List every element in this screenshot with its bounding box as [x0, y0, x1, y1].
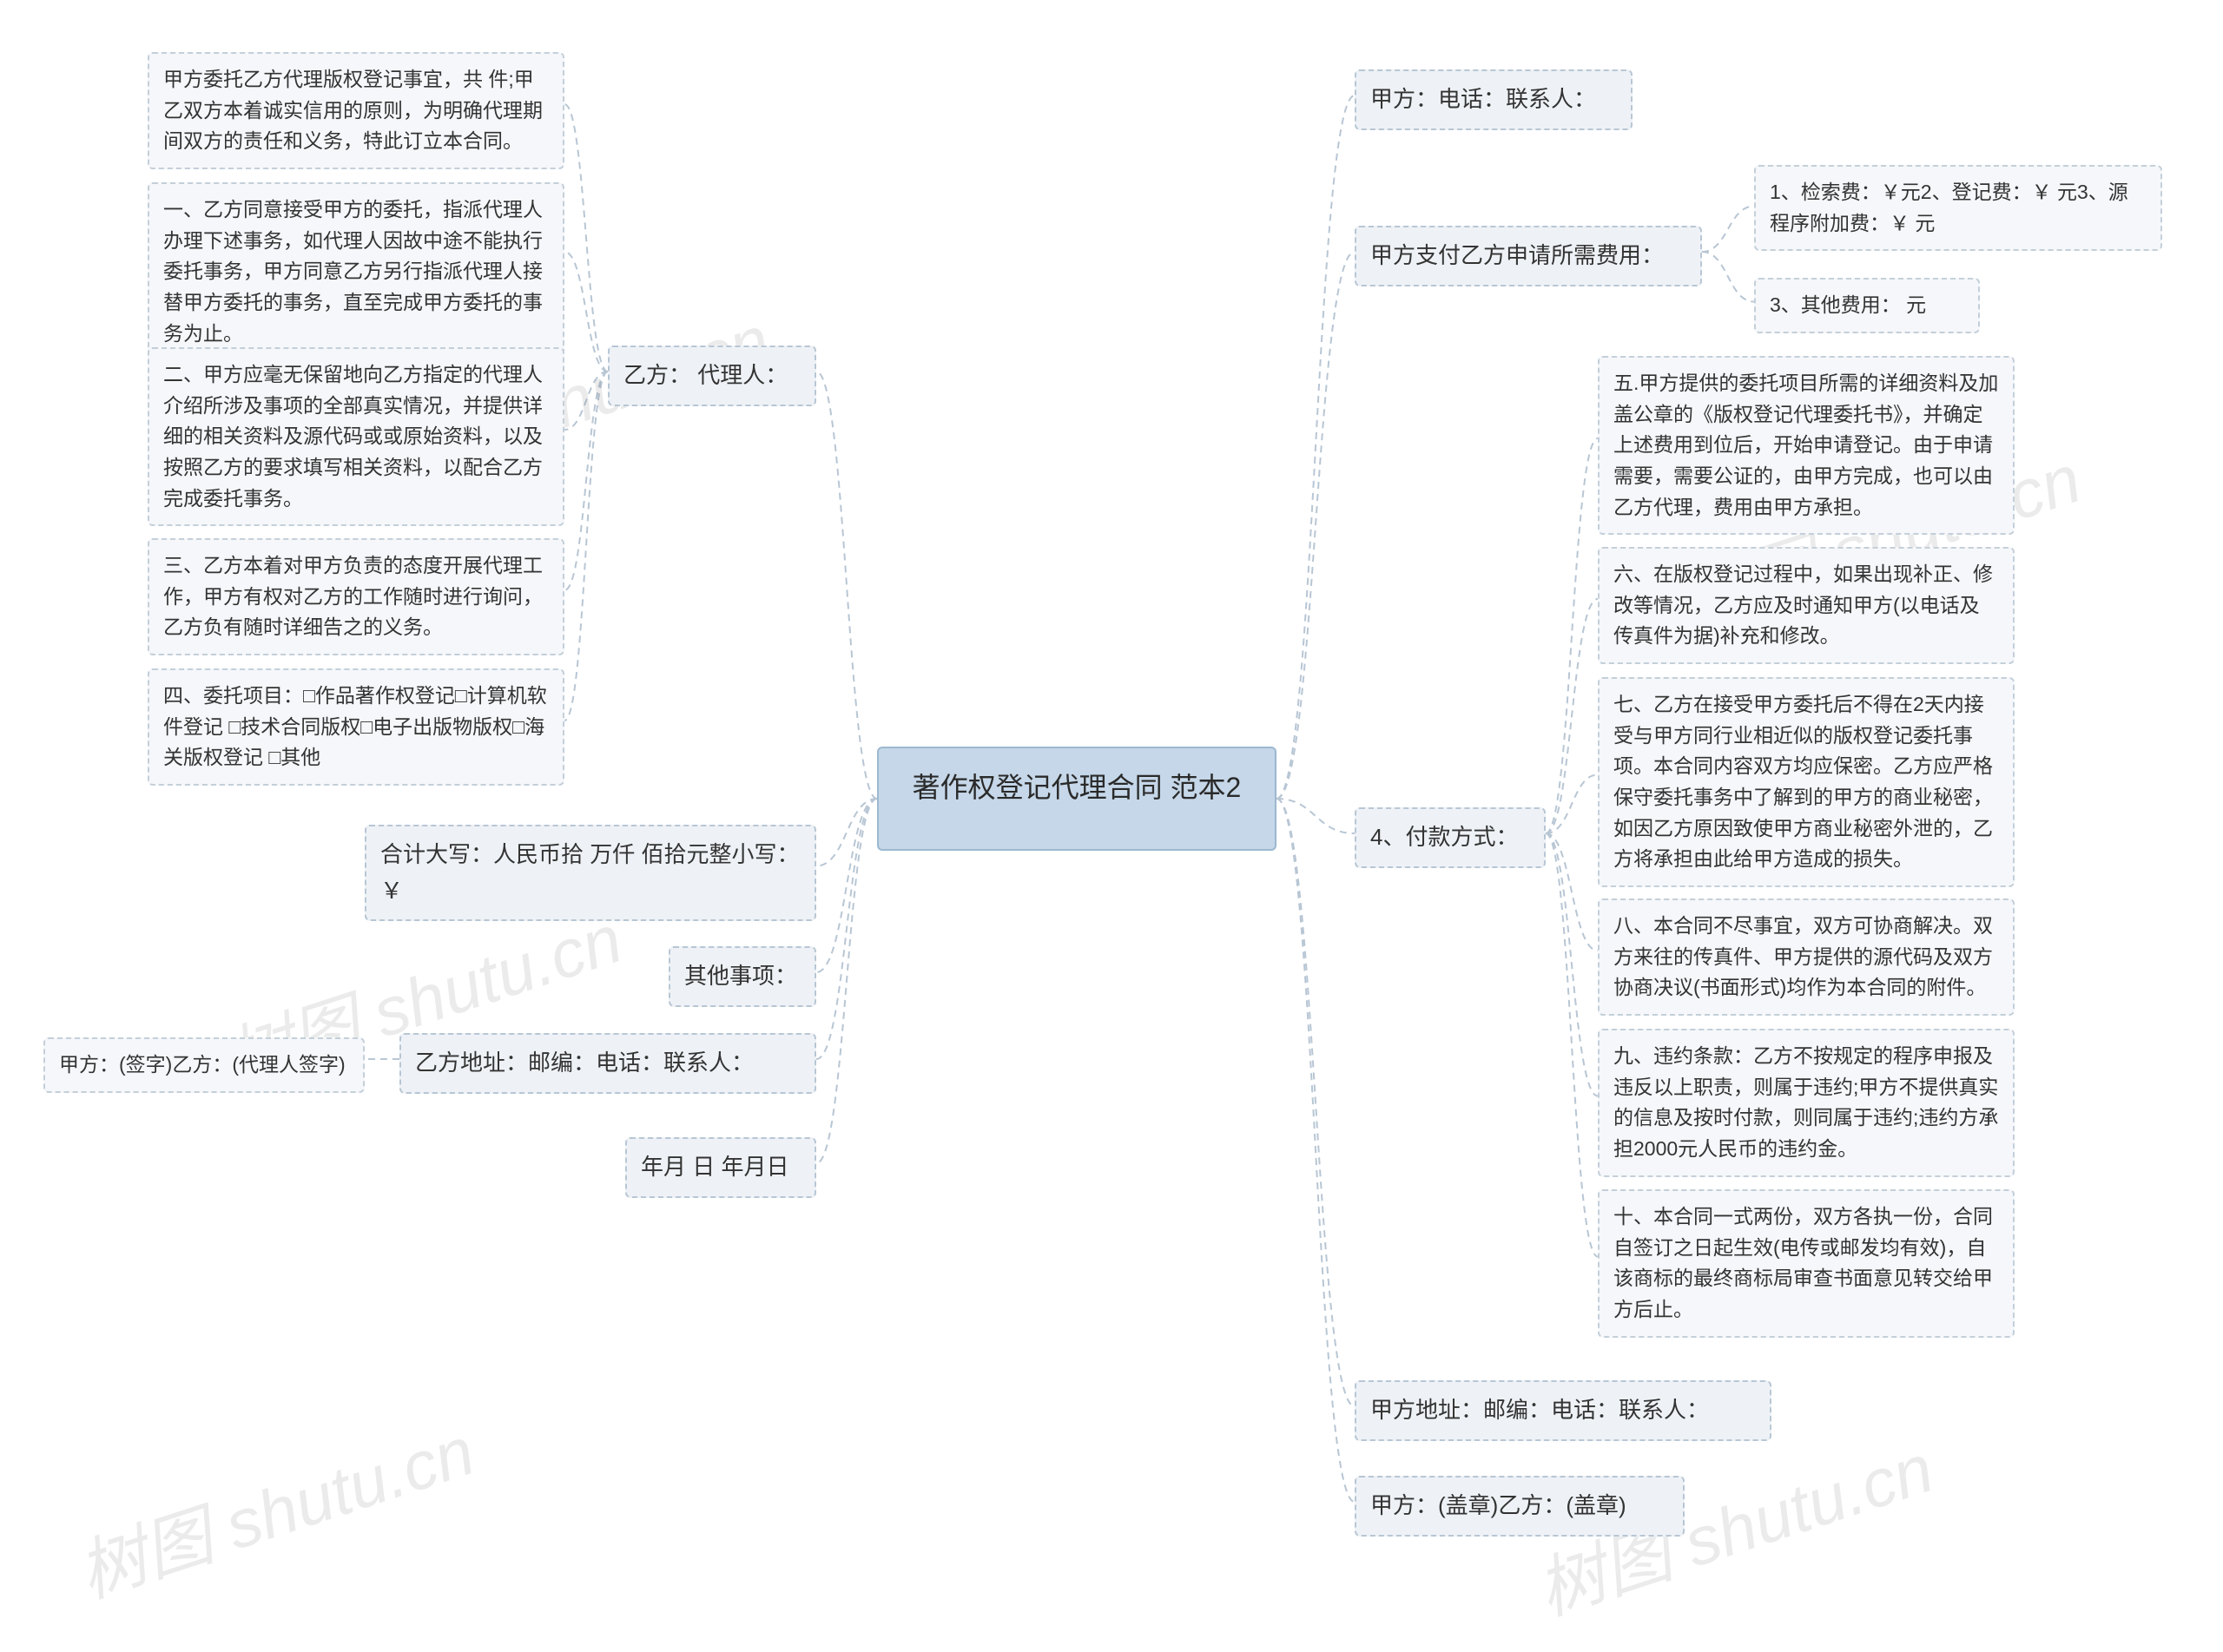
leaf-clause-10: 十、本合同一式两份，双方各执一份，合同自签订之日起生效(电传或邮发均有效)，自该…	[1598, 1189, 2015, 1338]
branch-fees[interactable]: 甲方支付乙方申请所需费用：	[1355, 226, 1702, 286]
leaf-clause-5: 五.甲方提供的委托项目所需的详细资料及加盖公章的《版权登记代理委托书》，并确定上…	[1598, 356, 2015, 535]
branch-party-b[interactable]: 乙方： 代理人：	[608, 346, 816, 406]
leaf-intro: 甲方委托乙方代理版权登记事宜，共 件;甲乙双方本着诚实信用的原则，为明确代理期间…	[148, 52, 564, 169]
leaf-fee-other: 3、其他费用： 元	[1754, 278, 1980, 333]
leaf-clause-9: 九、违约条款：乙方不按规定的程序申报及违反以上职责，则属于违约;甲方不提供真实的…	[1598, 1029, 2015, 1177]
mindmap-canvas: 树图 shutu.cn 树图 shutu.cn 树图 shutu.cn 树图 s…	[0, 0, 2223, 1652]
leaf-clause-7: 七、乙方在接受甲方委托后不得在2天内接受与甲方同行业相近似的版权登记委托事项。本…	[1598, 677, 2015, 887]
branch-payment[interactable]: 4、付款方式：	[1355, 807, 1546, 868]
leaf-signatures: 甲方：(签字)乙方：(代理人签字)	[43, 1037, 365, 1093]
branch-party-b-address[interactable]: 乙方地址：邮编：电话：联系人：	[399, 1033, 816, 1094]
leaf-clause-1: 一、乙方同意接受甲方的委托，指派代理人办理下述事务，如代理人因故中途不能执行委托…	[148, 182, 564, 361]
leaf-clause-6: 六、在版权登记过程中，如果出现补正、修改等情况，乙方应及时通知甲方(以电话及传真…	[1598, 547, 2015, 664]
leaf-fee-list: 1、检索费：￥元2、登记费：￥ 元3、源程序附加费：￥ 元	[1754, 165, 2162, 251]
leaf-clause-2: 二、甲方应毫无保留地向乙方指定的代理人介绍所涉及事项的全部真实情况，并提供详细的…	[148, 347, 564, 526]
branch-other-matters[interactable]: 其他事项：	[669, 946, 816, 1007]
leaf-clause-4: 四、委托项目：□作品著作权登记□计算机软件登记 □技术合同版权□电子出版物版权□…	[148, 668, 564, 786]
leaf-clause-8: 八、本合同不尽事宜，双方可协商解决。双方来往的传真件、甲方提供的源代码及双方协商…	[1598, 898, 2015, 1016]
branch-date[interactable]: 年月 日 年月日	[625, 1137, 816, 1198]
watermark: 树图 shutu.cn	[64, 1398, 485, 1617]
branch-party-a-contact[interactable]: 甲方：电话：联系人：	[1355, 69, 1633, 130]
branch-seals[interactable]: 甲方：(盖章)乙方：(盖章)	[1355, 1476, 1685, 1537]
branch-total-amount[interactable]: 合计大写：人民币拾 万仟 佰拾元整小写： ￥	[365, 825, 816, 921]
leaf-clause-3: 三、乙方本着对甲方负责的态度开展代理工作，甲方有权对乙方的工作随时进行询问，乙方…	[148, 538, 564, 655]
root-node[interactable]: 著作权登记代理合同 范本2	[877, 747, 1276, 851]
branch-party-a-address[interactable]: 甲方地址：邮编：电话：联系人：	[1355, 1380, 1771, 1441]
